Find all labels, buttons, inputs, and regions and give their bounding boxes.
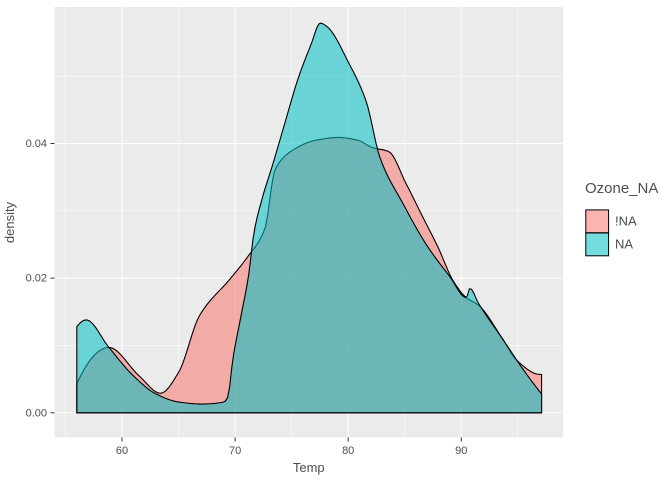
svg-text:60: 60 [116,445,128,457]
svg-text:Temp: Temp [293,460,325,475]
svg-text:NA: NA [615,237,633,252]
svg-text:density: density [2,201,17,243]
svg-text:70: 70 [229,445,241,457]
svg-text:Ozone_NA: Ozone_NA [585,180,658,197]
svg-text:0.00: 0.00 [26,407,47,419]
svg-text:!NA: !NA [615,214,637,229]
svg-text:0.04: 0.04 [26,138,47,150]
svg-text:80: 80 [342,445,354,457]
svg-text:90: 90 [455,445,467,457]
svg-text:0.02: 0.02 [26,273,47,285]
